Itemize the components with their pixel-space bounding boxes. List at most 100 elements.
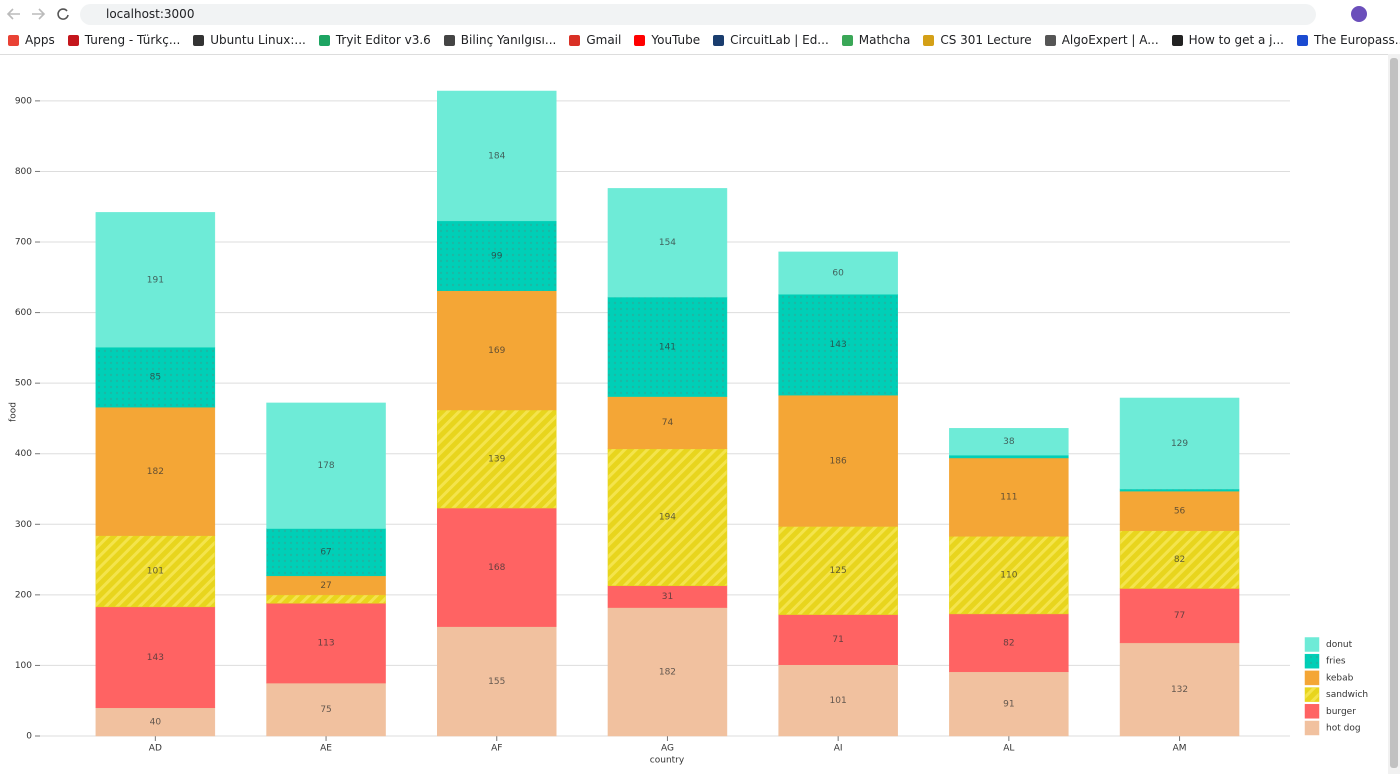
value-label: 71: [832, 635, 843, 645]
value-label: 31: [662, 592, 673, 602]
bookmark[interactable]: Ubuntu Linux:...: [193, 31, 306, 49]
value-label: 154: [659, 238, 676, 248]
value-label: 74: [662, 418, 674, 428]
legend-label: kebab: [1326, 673, 1354, 683]
y-tick-label: 100: [15, 661, 32, 671]
bar-segment: [949, 671, 1069, 737]
bar-segment: [607, 448, 728, 586]
bookmark-label: Mathcha: [858, 33, 911, 47]
x-tick-label: AF: [491, 744, 502, 754]
bookmark-icon: [1171, 34, 1183, 46]
value-label: 125: [830, 566, 847, 576]
bar-segment: [778, 394, 898, 527]
bar-segment: [437, 90, 557, 222]
bookmark[interactable]: Bilinç Yanılgısı...: [443, 31, 557, 49]
y-tick-label: 800: [15, 167, 32, 177]
bar-segment: [1119, 588, 1240, 644]
bar-segment: [607, 396, 728, 450]
bar-segment: [1119, 530, 1240, 589]
bar-segment: [1119, 397, 1240, 490]
bar-segment: [1119, 642, 1240, 737]
bookmark-label: CircuitLab | Ed...: [730, 33, 829, 47]
bookmark-icon: [713, 34, 725, 46]
value-label: 184: [488, 151, 505, 161]
value-label: 186: [830, 456, 847, 466]
legend-swatch: [1304, 687, 1320, 702]
bar-segment: [266, 402, 386, 529]
bookmark-label: YouTube: [651, 33, 701, 47]
value-label: 38: [1003, 437, 1015, 447]
bar-segment: [95, 707, 216, 737]
value-label: 143: [830, 340, 847, 350]
legend-label: donut: [1326, 640, 1353, 650]
bar-segment: [949, 613, 1069, 673]
bookmark-label: CS 301 Lecture: [940, 33, 1032, 47]
value-label: 113: [317, 639, 334, 649]
bar-segment: [778, 614, 898, 665]
bookmark-label: How to get a j...: [1188, 33, 1284, 47]
bookmark[interactable]: The Europass...: [1296, 31, 1400, 49]
bar-segment: [95, 406, 216, 536]
y-tick-label: 400: [15, 449, 32, 459]
bookmark[interactable]: How to get a j...: [1171, 31, 1284, 49]
value-label: 191: [147, 275, 164, 285]
bookmark-icon: [841, 34, 853, 46]
bookmark[interactable]: Tureng - Türkç...: [67, 31, 180, 49]
value-label: 139: [488, 455, 505, 465]
bookmark-icon: [318, 34, 330, 46]
x-tick-label: AG: [661, 744, 674, 754]
bookmark[interactable]: Apps: [8, 31, 55, 49]
x-tick-label: AE: [320, 744, 332, 754]
bookmark[interactable]: CS 301 Lecture: [923, 31, 1032, 49]
bookmark[interactable]: YouTube: [634, 31, 700, 49]
value-label: 194: [659, 513, 676, 523]
value-label: 141: [659, 342, 676, 352]
bookmark[interactable]: Tryit Editor v3.6: [318, 31, 431, 49]
bookmark-icon: [634, 34, 646, 46]
bar-segment: [266, 528, 386, 577]
value-label: 155: [488, 677, 505, 687]
value-label: 129: [1171, 439, 1188, 449]
bookmark[interactable]: Mathcha: [841, 31, 911, 49]
y-tick-label: 600: [15, 308, 32, 318]
value-label: 111: [1000, 493, 1017, 503]
value-label: 60: [832, 269, 844, 279]
bookmark[interactable]: CircuitLab | Ed...: [713, 31, 829, 49]
bar-segment: [949, 536, 1069, 615]
chart: food country 0 100 200 300 400 500 600 700 800 90…: [9, 54, 1400, 774]
bar-segment: [1119, 488, 1240, 492]
x-tick-label: AL: [1003, 744, 1014, 754]
bar-segment: [778, 526, 898, 615]
bookmark-label: Gmail: [586, 33, 622, 47]
bookmark-label: Apps: [25, 33, 55, 47]
profile[interactable]: [1351, 6, 1367, 22]
bookmark-icon: [569, 34, 581, 46]
value-label: 101: [830, 696, 847, 706]
bookmark-icon: [193, 34, 205, 46]
bar-segment: [778, 293, 898, 396]
bar-segment: [778, 664, 898, 737]
url-bar[interactable]: localhost:3000: [80, 4, 1316, 25]
bookmark-label: Tryit Editor v3.6: [335, 33, 431, 47]
x-axis-title: country: [650, 756, 685, 766]
bar-segment: [266, 594, 386, 604]
value-label: 169: [488, 346, 505, 356]
bookmark[interactable]: AlgoExpert | A...: [1044, 31, 1159, 49]
bar-segment: [437, 507, 557, 627]
legend-label: burger: [1326, 707, 1356, 717]
bar-segment: [1119, 490, 1240, 531]
x-tick-label: AI: [834, 744, 843, 754]
bookmark-icon: [443, 34, 455, 46]
legend-swatch: [1304, 670, 1320, 686]
scroll-thumb[interactable]: [1390, 58, 1398, 768]
value-label: 182: [659, 667, 676, 677]
y-tick-label: 300: [15, 520, 32, 530]
value-label: 143: [147, 653, 164, 663]
bookmark-label: Bilinç Yanılgısı...: [460, 33, 557, 47]
value-label: 182: [147, 467, 164, 477]
bookmark[interactable]: Gmail: [569, 31, 621, 49]
bookmark-icon: [67, 34, 79, 46]
bar-segment: [949, 428, 1069, 456]
bar-segment: [266, 603, 386, 684]
legend-label: sandwich: [1326, 690, 1368, 700]
